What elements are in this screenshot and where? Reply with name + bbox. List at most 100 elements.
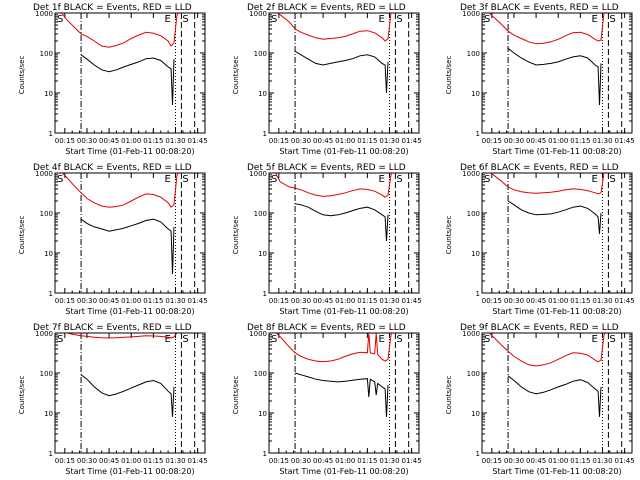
- y-tick-label: 1: [263, 130, 267, 138]
- marker-e: E: [164, 14, 170, 25]
- series-line-events: [507, 200, 602, 234]
- x-tick-label: 00:15: [482, 297, 502, 305]
- y-tick-label: 1000: [462, 170, 480, 178]
- x-tick-label: 01:00: [548, 457, 568, 465]
- x-axis-label: Start Time (01-Feb-11 00:08:20): [279, 307, 408, 316]
- y-tick-label: 10: [44, 250, 53, 258]
- x-tick-label: 01:45: [402, 137, 422, 145]
- series-line-lld: [489, 173, 605, 195]
- x-tick-label: 01:00: [335, 137, 355, 145]
- marker-s-end: S: [396, 174, 402, 185]
- plot-frame: [54, 332, 206, 454]
- marker-s-start: S: [484, 174, 490, 185]
- y-axis-label: Counts/sec: [18, 56, 26, 95]
- chart-panel-7: Det 7f BLACK = Events, RED = LLD Counts/s…: [18, 323, 208, 476]
- plot-frame: [481, 12, 633, 134]
- y-tick-label: 100: [254, 370, 267, 378]
- y-axis-label: Counts/sec: [232, 216, 240, 255]
- plot-frame: [268, 12, 420, 134]
- x-tick-label: 01:45: [615, 457, 635, 465]
- marker-s-start: S: [484, 334, 490, 345]
- x-axis-label: Start Time (01-Feb-11 00:08:20): [65, 307, 194, 316]
- x-tick-label: 01:45: [402, 297, 422, 305]
- x-tick-label: 01:00: [548, 137, 568, 145]
- marker-e: E: [378, 334, 384, 345]
- y-tick-label: 1000: [35, 170, 53, 178]
- series-line-events: [294, 50, 389, 94]
- x-tick-label: 00:45: [313, 457, 333, 465]
- y-tick-label: 100: [40, 370, 53, 378]
- y-tick-label: 10: [471, 410, 480, 418]
- y-axis-label: Counts/sec: [232, 376, 240, 415]
- marker-s-start: S: [271, 334, 277, 345]
- y-tick-label: 10: [258, 250, 267, 258]
- x-tick-label: 01:00: [548, 297, 568, 305]
- x-tick-label: 00:30: [77, 137, 97, 145]
- plot-frame: [481, 172, 633, 294]
- x-tick-label: 00:30: [291, 297, 311, 305]
- chart-panel-5: Det 5f BLACK = Events, RED = LLD Counts/s…: [232, 163, 422, 316]
- y-tick-label: 1000: [462, 330, 480, 338]
- y-tick-label: 1000: [249, 330, 267, 338]
- x-tick-label: 00:45: [526, 297, 546, 305]
- marker-e: E: [591, 174, 597, 185]
- x-tick-label: 00:45: [313, 137, 333, 145]
- x-tick-label: 01:00: [335, 297, 355, 305]
- marker-e: E: [378, 174, 384, 185]
- x-tick-label: 01:00: [121, 137, 141, 145]
- series-line-events: [80, 218, 175, 274]
- x-tick-label: 00:30: [504, 137, 524, 145]
- x-tick-label: 00:15: [269, 297, 289, 305]
- chart-title: Det 9f BLACK = Events, RED = LLD: [460, 323, 619, 333]
- marker-s-end: S: [609, 334, 615, 345]
- chart-title: Det 4f BLACK = Events, RED = LLD: [33, 163, 192, 173]
- x-axis-label: Start Time (01-Feb-11 00:08:20): [65, 147, 194, 156]
- y-axis-label: Counts/sec: [18, 376, 26, 415]
- chart-title: Det 3f BLACK = Events, RED = LLD: [460, 3, 619, 13]
- y-tick-label: 1: [263, 290, 267, 298]
- series-line-lld: [275, 333, 394, 363]
- y-tick-label: 10: [258, 410, 267, 418]
- x-axis-label: Start Time (01-Feb-11 00:08:20): [492, 467, 621, 476]
- marker-e: E: [164, 174, 170, 185]
- y-tick-label: 1: [263, 450, 267, 458]
- chart-title: Det 6f BLACK = Events, RED = LLD: [460, 163, 619, 173]
- y-tick-label: 1: [476, 130, 480, 138]
- series-line-events: [80, 54, 175, 106]
- y-tick-label: 1000: [249, 170, 267, 178]
- x-tick-label: 01:15: [357, 457, 377, 465]
- x-tick-label: 01:00: [121, 297, 141, 305]
- x-tick-label: 01:30: [379, 137, 399, 145]
- plot-frame: [268, 332, 420, 454]
- x-tick-label: 00:15: [482, 457, 502, 465]
- x-tick-label: 01:45: [188, 137, 208, 145]
- x-tick-label: 00:30: [504, 297, 524, 305]
- x-axis-label: Start Time (01-Feb-11 00:08:20): [279, 467, 408, 476]
- x-tick-label: 01:30: [165, 137, 185, 145]
- x-tick-label: 01:30: [165, 297, 185, 305]
- y-tick-label: 1: [49, 290, 53, 298]
- y-tick-label: 100: [467, 50, 480, 58]
- chart-title: Det 5f BLACK = Events, RED = LLD: [247, 163, 406, 173]
- chart-panel-2: Det 2f BLACK = Events, RED = LLD Counts/s…: [232, 3, 422, 156]
- series-line-lld: [488, 333, 607, 367]
- x-tick-label: 00:45: [99, 137, 119, 145]
- marker-s-start: S: [57, 334, 63, 345]
- x-tick-label: 01:15: [357, 297, 377, 305]
- x-tick-label: 00:15: [269, 137, 289, 145]
- series-line-lld: [276, 13, 392, 42]
- chart-panel-4: Det 4f BLACK = Events, RED = LLD Counts/s…: [18, 163, 208, 316]
- x-tick-label: 01:15: [570, 297, 590, 305]
- x-tick-label: 00:45: [99, 457, 119, 465]
- x-tick-label: 01:00: [335, 457, 355, 465]
- marker-s-end: S: [396, 334, 402, 345]
- x-tick-label: 01:30: [592, 137, 612, 145]
- plot-frame: [54, 12, 206, 134]
- y-tick-label: 10: [44, 90, 53, 98]
- y-tick-label: 100: [40, 210, 53, 218]
- marker-s-end: S: [396, 14, 402, 25]
- x-tick-label: 01:30: [165, 457, 185, 465]
- series-line-events: [80, 374, 175, 417]
- y-tick-label: 1: [49, 130, 53, 138]
